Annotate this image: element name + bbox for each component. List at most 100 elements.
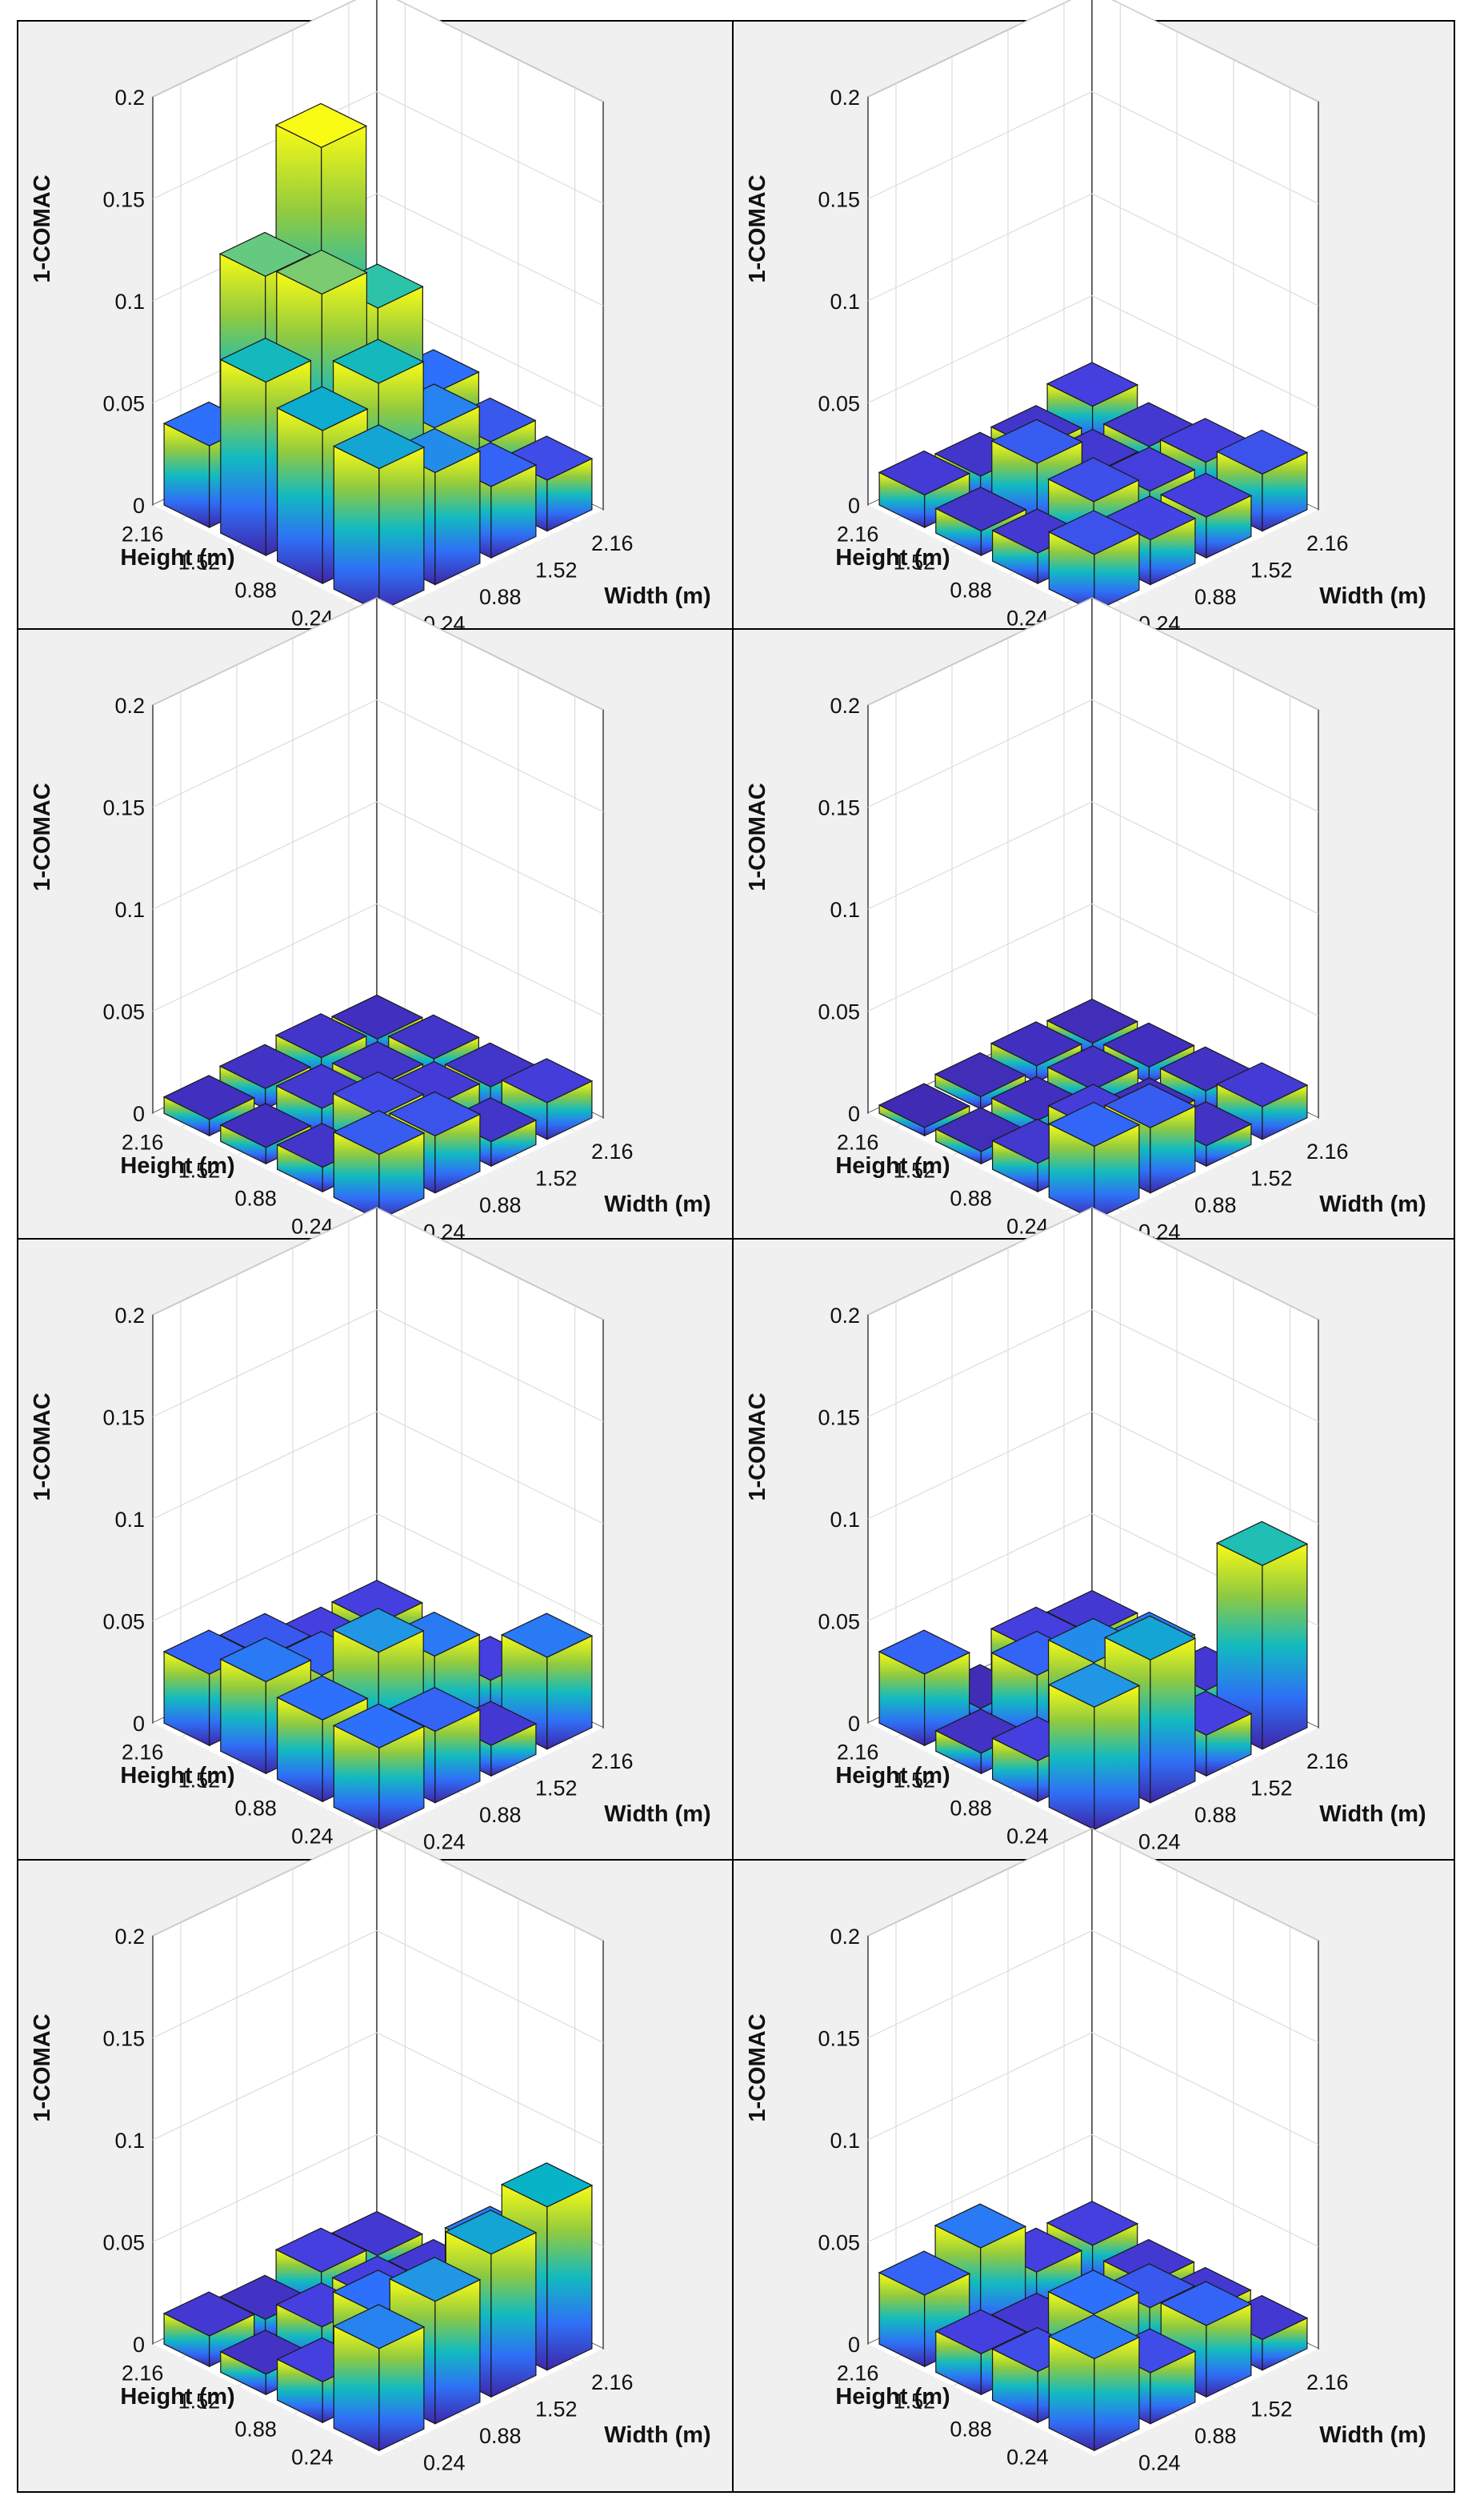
z-tick-label: 0.2 [830, 86, 860, 110]
bar-top-face [274, 1013, 368, 1059]
z-tick-label: 0.05 [102, 2231, 145, 2255]
x-tick-label: 2.16 [1306, 531, 1349, 555]
bar-right-face [1150, 1637, 1196, 1804]
x-axis-label: Width (m) [1319, 1192, 1426, 1217]
bar-top-face [387, 1014, 480, 1060]
bar-top-face [276, 386, 369, 431]
x-tick-label: 1.52 [535, 1776, 578, 1800]
gridline [867, 699, 1319, 813]
z-tick-label: 0 [133, 2333, 145, 2357]
bar-top-face [878, 2250, 971, 2296]
bar-top-face [275, 249, 368, 295]
y-tick-label: 1.52 [894, 1159, 936, 1183]
gridline [867, 1828, 1319, 1941]
bar-3d [332, 424, 426, 613]
bar-3d [332, 1110, 426, 1221]
y-tick-label: 0.24 [291, 1825, 334, 1849]
z-axis-label: 1-COMAC [30, 1392, 55, 1500]
x-tick-label: 0.88 [479, 2424, 522, 2448]
y-axis-label: Height (m) [120, 1763, 234, 1789]
y-axis-label: Height (m) [835, 1153, 950, 1179]
z-tick-label: 0.1 [114, 1508, 145, 1532]
y-tick-label: 1.52 [178, 2390, 221, 2414]
chart-panel: T1a vs T1g00.050.10.150.20.240.881.522.1… [732, 1206, 1455, 1861]
x-tick-label: 1.52 [1250, 1776, 1293, 1800]
z-tick-label: 0.1 [830, 898, 860, 922]
y-tick-label: 2.16 [122, 1131, 164, 1155]
gridline [867, 801, 1319, 915]
z-tick-label: 0.05 [102, 1000, 145, 1024]
bar-top-face [1046, 998, 1139, 1044]
gridline [867, 1411, 1319, 1524]
bar-top-face [878, 1083, 971, 1128]
x-tick-label: 0.88 [1194, 1193, 1237, 1217]
bar-top-face [990, 419, 1083, 464]
bar-top-face [1047, 1662, 1141, 1708]
y-tick-label: 0.88 [234, 2418, 277, 2442]
bar-top-face [878, 1629, 971, 1675]
z-tick-label: 0.2 [830, 1925, 860, 1949]
bar-top-face [388, 1686, 482, 1733]
bar-top-face [1047, 2314, 1141, 2360]
gridline [867, 2133, 1319, 2248]
bar-top-face [990, 1021, 1083, 1067]
chart-panel: T1a vs T1i00.050.10.150.20.240.881.522.1… [732, 1827, 1455, 2493]
bar-top-face [1102, 2238, 1195, 2285]
y-axis-label: Height (m) [835, 2384, 950, 2410]
bar-top-face [332, 1071, 425, 1117]
y-tick-label: 0.88 [234, 579, 277, 603]
bar-top-face [332, 424, 426, 470]
bar-3d [1215, 1520, 1309, 1750]
bar-top-face [1046, 1589, 1139, 1636]
y-tick-label: 1.52 [178, 1159, 221, 1183]
bar-top-face [162, 1075, 256, 1120]
bar-3d [1047, 1101, 1141, 1221]
gridline [152, 801, 604, 915]
bar-right-face [434, 2278, 481, 2425]
z-tick-label: 0.15 [102, 188, 145, 212]
bar-top-face [332, 1110, 426, 1156]
gridline [152, 597, 604, 711]
z-tick-label: 0.1 [114, 898, 145, 922]
x-tick-label: 2.16 [591, 1749, 634, 1773]
bar-top-face [1215, 1520, 1309, 1566]
bar-3d [332, 1703, 426, 1831]
z-tick-label: 0 [133, 494, 145, 518]
gridline [152, 1207, 604, 1320]
z-tick-label: 0.2 [114, 1304, 145, 1328]
bar-3d [878, 1629, 971, 1747]
x-tick-label: 0.24 [423, 2450, 466, 2474]
x-tick-label: 1.52 [535, 2397, 578, 2421]
bar-top-face [330, 994, 424, 1040]
bar-top-face [500, 1058, 594, 1104]
z-tick-label: 0.05 [818, 2231, 860, 2255]
bar-3d [878, 1083, 971, 1137]
y-tick-label: 1.52 [178, 551, 221, 575]
x-tick-label: 1.52 [1250, 558, 1293, 582]
gridline [867, 1308, 1319, 1423]
bar-top-face [1215, 429, 1309, 475]
y-tick-label: 0.24 [1006, 2446, 1049, 2470]
bar-top-face [332, 339, 425, 384]
bar-top-face [934, 1052, 1027, 1098]
y-tick-label: 0.88 [950, 579, 992, 603]
gridline [867, 90, 1319, 205]
x-tick-label: 1.52 [1250, 1166, 1293, 1190]
z-axis-label: 1-COMAC [745, 1392, 770, 1500]
z-tick-label: 0.15 [818, 2027, 860, 2051]
z-tick-label: 0.2 [114, 1925, 145, 1949]
z-tick-label: 0.05 [818, 1000, 860, 1024]
bar-top-face [1047, 510, 1141, 555]
bar-top-face [500, 1613, 594, 1658]
bar-top-face [162, 2291, 256, 2337]
z-tick-label: 0 [133, 1712, 145, 1736]
bar-top-face [1047, 457, 1140, 503]
y-tick-label: 0.88 [950, 1187, 992, 1211]
bar-top-face [1047, 2270, 1140, 2315]
bar-3d [1047, 1662, 1141, 1831]
x-tick-label: 0.88 [1194, 2424, 1237, 2448]
bar-top-face [332, 1703, 426, 1749]
bar-top-face [332, 2304, 426, 2350]
chart-panel: T1a vs T1b00.050.10.150.20.240.881.522.1… [17, 0, 734, 635]
